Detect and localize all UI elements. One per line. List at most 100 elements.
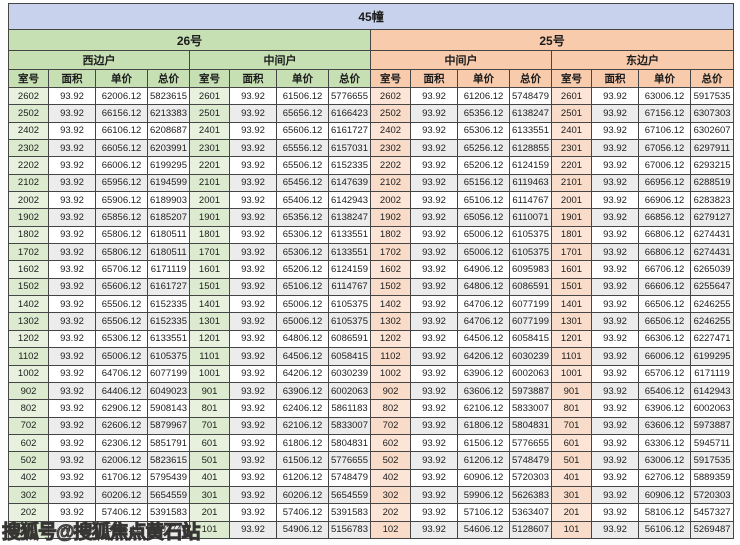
room-cell: 2602 [8, 86, 49, 106]
unit-price-cell: 65006.12 [276, 295, 329, 314]
total-price-cell: 6058415 [328, 347, 371, 366]
total-price-cell: 6077199 [509, 312, 552, 331]
room-cell: 2402 [370, 121, 411, 141]
area-cell: 93.92 [410, 260, 458, 279]
unit-price-cell: 66306.12 [638, 329, 691, 349]
unit-price-cell: 62906.12 [95, 399, 148, 418]
room-cell: 301 [189, 485, 230, 505]
room-cell: 202 [8, 503, 49, 522]
unit-price-cell: 63006.12 [638, 86, 691, 106]
room-cell: 901 [189, 381, 230, 401]
room-cell: 402 [370, 468, 411, 487]
table-row: 302 93.92 60206.12 5654559 301 93.92 60206.12 5… [8, 485, 735, 505]
room-cell: 801 [551, 399, 592, 418]
column-header: 单价 [95, 69, 148, 88]
area-cell: 93.92 [410, 503, 458, 522]
unit-price-cell: 62306.12 [95, 433, 148, 453]
total-price-cell: 5973887 [689, 416, 735, 435]
table-row: 1502 93.92 65606.12 6161727 1501 93.92 65106.1… [8, 277, 735, 297]
area-cell: 93.92 [48, 381, 96, 401]
total-price-cell: 6124159 [328, 260, 371, 279]
total-price-cell: 6133551 [147, 329, 190, 349]
total-price-cell: 6203991 [147, 139, 190, 158]
room-cell: 602 [8, 433, 49, 453]
area-cell: 93.92 [591, 173, 639, 193]
unit-price-cell: 65506.12 [95, 295, 148, 314]
room-cell: 301 [551, 485, 592, 505]
table-row: 1702 93.92 65806.12 6180511 1701 93.92 65306.1… [8, 243, 735, 262]
total-price-cell: 6279127 [689, 208, 735, 227]
total-price-cell: 5861183 [328, 399, 371, 418]
area-cell: 93.92 [48, 139, 96, 158]
total-price-cell: 6133551 [328, 225, 371, 245]
room-cell: 2602 [370, 86, 411, 106]
total-price-cell: 5889359 [689, 468, 735, 487]
room-cell: 1302 [370, 312, 411, 331]
total-price-cell: 5851791 [147, 433, 190, 453]
column-header: 面积 [48, 69, 96, 88]
room-cell: 2302 [370, 139, 411, 158]
area-cell: 93.92 [229, 295, 277, 314]
area-cell: 93.92 [229, 451, 277, 470]
area-cell: 93.92 [48, 243, 96, 262]
area-cell: 93.92 [410, 520, 458, 539]
total-price-cell: 6133551 [328, 243, 371, 262]
area-cell: 93.92 [410, 399, 458, 418]
unit-price-cell: 62006.12 [95, 451, 148, 470]
table-row: 2502 93.92 66156.12 6213383 2501 93.92 65656.1… [8, 104, 735, 123]
area-cell: 93.92 [410, 312, 458, 331]
area-cell: 93.92 [229, 433, 277, 453]
area-cell: 93.92 [591, 485, 639, 505]
area-cell: 93.92 [48, 156, 96, 175]
total-price-cell: 6105375 [328, 312, 371, 331]
total-price-cell: 5917535 [689, 451, 735, 470]
total-price-cell: 6265039 [689, 260, 735, 279]
total-price-cell: 6283823 [689, 191, 735, 210]
room-cell: 902 [8, 381, 49, 401]
area-cell: 93.92 [229, 503, 277, 522]
unit-price-cell: 65106.12 [276, 277, 329, 297]
unit-price-cell: 66806.12 [638, 243, 691, 262]
column-header: 室号 [189, 69, 230, 88]
unit-price-cell: 66956.12 [638, 173, 691, 193]
table-row: 1902 93.92 65856.12 6185207 1901 93.92 65356.1… [8, 208, 735, 227]
unit-price-cell: 66006.12 [95, 156, 148, 175]
unit-price-cell: 64506.12 [276, 347, 329, 366]
column-header: 面积 [591, 69, 639, 88]
unit-price-cell: 65306.12 [457, 121, 510, 141]
unit-price-cell: 62106.12 [457, 399, 510, 418]
unit-price-cell: 67006.12 [638, 156, 691, 175]
table-row: 1002 93.92 64706.12 6077199 1001 93.92 64206.1… [8, 364, 735, 383]
room-cell: 2301 [551, 139, 592, 158]
unit-price-cell: 65906.12 [95, 191, 148, 210]
total-price-cell: 5879967 [147, 416, 190, 435]
total-price-cell: 6152335 [147, 312, 190, 331]
unit-price-cell: 65956.12 [95, 173, 148, 193]
room-cell: 2401 [551, 121, 592, 141]
building-title: 45幢 [7, 3, 735, 30]
area-cell: 93.92 [48, 86, 96, 106]
room-cell: 402 [8, 468, 49, 487]
total-price-cell: 6105375 [328, 295, 371, 314]
unit-price-cell: 64506.12 [457, 329, 510, 349]
room-cell: 702 [370, 416, 411, 435]
column-header: 室号 [551, 69, 592, 88]
total-price-cell: 5128607 [509, 520, 552, 539]
area-cell: 93.92 [48, 468, 96, 487]
room-cell: 2402 [8, 121, 49, 141]
area-cell: 93.92 [410, 243, 458, 262]
table-row: 2202 93.92 66006.12 6199295 2201 93.92 65506.1… [8, 156, 735, 175]
room-cell: 601 [551, 433, 592, 453]
unit-price-cell: 63306.12 [638, 433, 691, 453]
room-cell: 1502 [8, 277, 49, 297]
total-price-cell: 6246255 [689, 295, 735, 314]
area-cell: 93.92 [229, 156, 277, 175]
room-cell: 1201 [551, 329, 592, 349]
unit-price-cell: 65856.12 [95, 208, 148, 227]
room-cell: 1102 [8, 347, 49, 366]
unit-price-cell: 66906.12 [638, 191, 691, 210]
unit-price-cell: 64706.12 [457, 312, 510, 331]
unit-price-cell: 65006.12 [276, 312, 329, 331]
unit-price-cell: 61806.12 [457, 416, 510, 435]
total-price-cell: 6307303 [689, 104, 735, 123]
